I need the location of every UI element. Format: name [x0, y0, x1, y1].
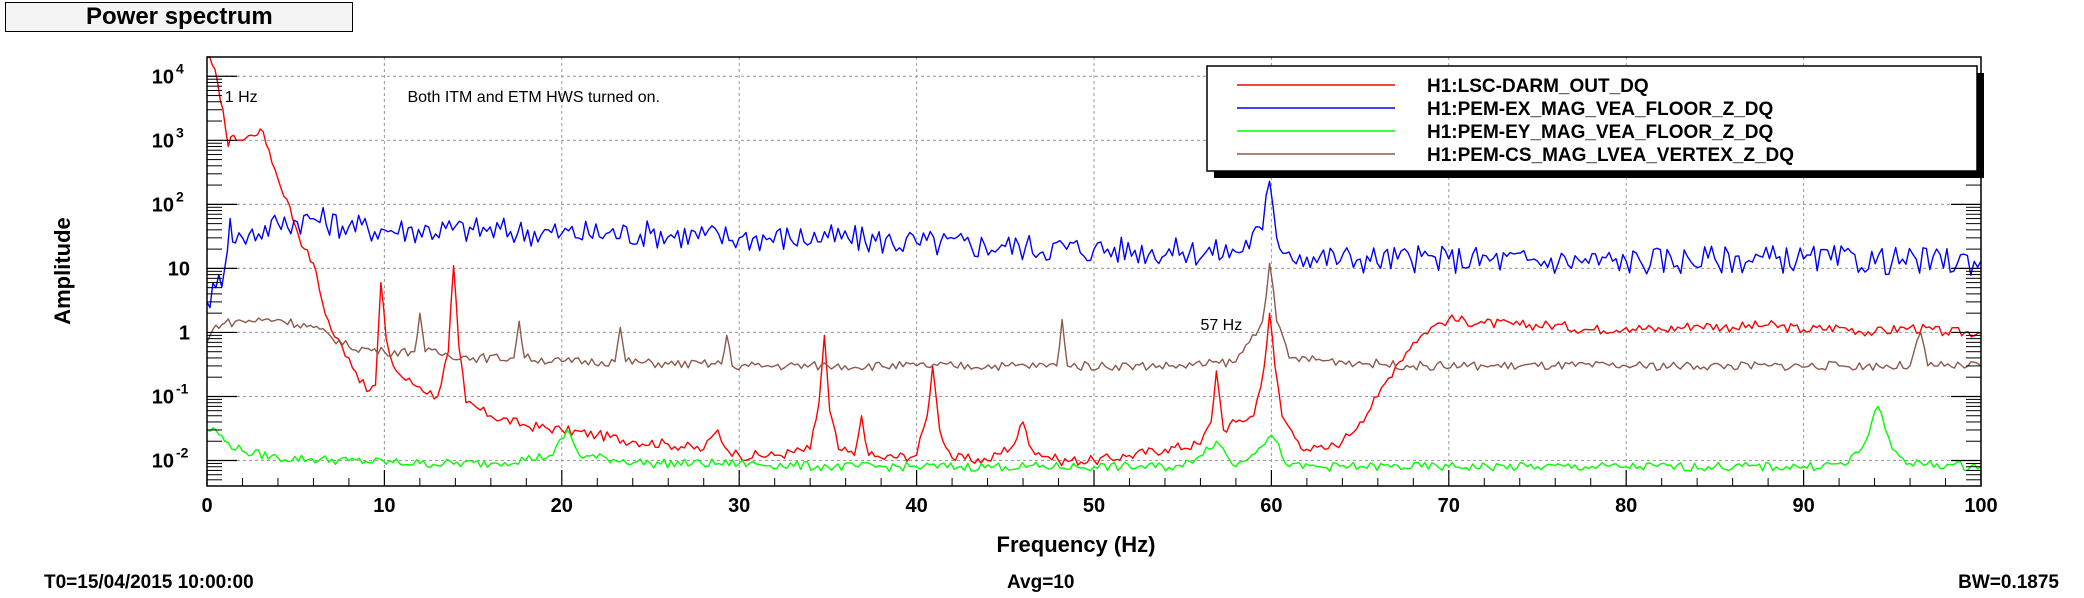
- series-line-3: [206, 405, 1982, 472]
- y-tick-label: 1: [179, 322, 190, 344]
- footer-bw: BW=0.1875: [1958, 572, 2059, 593]
- x-tick-label: 30: [728, 495, 750, 517]
- x-tick-label: 100: [1964, 495, 1997, 517]
- y-tick-label: 10: [152, 194, 174, 216]
- x-tick-label: 20: [551, 495, 573, 517]
- legend-entry: H1:PEM-EX_MAG_VEA_FLOOR_Z_DQ: [1427, 99, 1773, 120]
- series-line-1: [207, 56, 1982, 467]
- legend: H1:LSC-DARM_OUT_DQH1:PEM-EX_MAG_VEA_FLOO…: [1206, 65, 1984, 178]
- x-tick-label: 50: [1083, 495, 1105, 517]
- x-tick-label: 70: [1438, 495, 1460, 517]
- legend-entry: H1:LSC-DARM_OUT_DQ: [1427, 76, 1649, 97]
- y-tick-exponent: -1: [176, 380, 189, 396]
- legend-entry: H1:PEM-EY_MAG_VEA_FLOOR_Z_DQ: [1427, 122, 1773, 143]
- series-line-4: [206, 262, 1982, 372]
- y-tick-label: 10: [152, 451, 174, 473]
- y-tick-exponent: -2: [176, 445, 189, 461]
- annotations: 1 Hz Both ITM and ETM HWS turned on. 57 Hz: [225, 89, 1242, 334]
- y-tick-label: 10: [168, 258, 190, 280]
- y-tick-label: 10: [152, 66, 174, 88]
- y-tick-label: 10: [152, 386, 174, 408]
- legend-entry: H1:PEM-CS_MAG_LVEA_VERTEX_Z_DQ: [1427, 145, 1794, 166]
- y-axis-label: Amplitude: [50, 217, 75, 325]
- y-tick-exponent: 2: [176, 188, 184, 204]
- y-tick-exponent: 3: [176, 124, 184, 140]
- series-layer: [206, 56, 1982, 472]
- footer-avg: Avg=10: [1007, 572, 1075, 593]
- x-tick-label: 90: [1792, 495, 1814, 517]
- footer-t0: T0=15/04/2015 10:00:00: [44, 572, 254, 593]
- chart-annotation: 57 Hz: [1200, 317, 1242, 334]
- x-axis-label: Frequency (Hz): [997, 532, 1156, 557]
- x-tick-label: 80: [1615, 495, 1637, 517]
- y-tick-exponent: 4: [176, 60, 184, 76]
- x-tick-label: 0: [201, 495, 212, 517]
- chart-annotation: Both ITM and ETM HWS turned on.: [407, 89, 660, 106]
- x-tick-label: 10: [373, 495, 395, 517]
- series-line-2: [206, 180, 1982, 309]
- x-tick-label: 60: [1260, 495, 1282, 517]
- y-tick-label: 10: [152, 130, 174, 152]
- chart-annotation: 1 Hz: [225, 89, 258, 106]
- panel-title[interactable]: Power spectrum: [5, 2, 353, 32]
- x-tick-label: 40: [905, 495, 927, 517]
